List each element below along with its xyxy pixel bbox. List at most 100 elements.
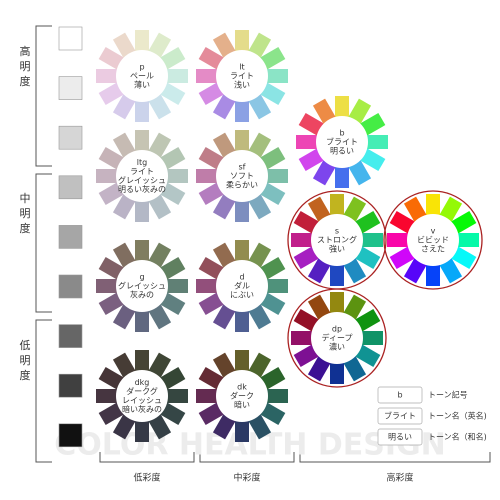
tone-symbol: dp: [332, 325, 342, 334]
hue-petal: [458, 233, 479, 247]
tone-name: グレイッシュ: [118, 175, 166, 185]
hue-petal: [330, 363, 344, 384]
hue-petal: [112, 94, 136, 120]
hue-petal: [98, 292, 124, 316]
tone-name: ブライト: [326, 137, 358, 147]
tone-name: グレイッシュ: [118, 281, 166, 291]
hue-petal: [343, 196, 367, 222]
hue-petal: [360, 112, 386, 136]
legend-description: トーン名（和名): [428, 432, 487, 442]
hue-petal: [260, 182, 286, 206]
hue-petal: [330, 292, 344, 313]
hue-petal: [307, 356, 331, 382]
gray-swatch: [58, 274, 83, 299]
hue-petal: [335, 167, 349, 188]
hue-petal: [196, 279, 217, 293]
chroma-label: 低彩度: [133, 472, 160, 484]
tone-name: ダーク: [230, 391, 254, 401]
tone-symbol: ltg: [137, 158, 147, 167]
legend-sample: ブライト: [384, 411, 416, 421]
hue-petal: [235, 350, 249, 371]
hue-petal: [298, 112, 324, 136]
hue-petal: [267, 69, 288, 83]
hue-petal: [167, 389, 188, 403]
wheel-center: [311, 214, 363, 266]
hue-petal: [98, 182, 124, 206]
hue-petal: [212, 94, 236, 120]
tone-name: ストロング: [317, 235, 357, 245]
hue-petal: [212, 352, 236, 378]
hue-petal: [160, 46, 186, 70]
hue-petal: [167, 169, 188, 183]
tone-symbol: dk: [237, 383, 247, 392]
hue-petal: [260, 292, 286, 316]
hue-petal: [235, 311, 249, 332]
tone-name: 明るい: [330, 147, 354, 156]
tone-name: 浅い: [234, 80, 250, 90]
hue-petal: [387, 233, 408, 247]
hue-petal: [148, 304, 172, 330]
hue-petal: [212, 132, 236, 158]
legend-sample: b: [397, 391, 402, 400]
tone-name: さえた: [421, 245, 445, 254]
hue-petal: [212, 414, 236, 440]
lightness-label: 中明度: [18, 192, 31, 237]
tone-name: 柔らかい: [226, 180, 258, 190]
hue-petal: [248, 352, 272, 378]
wheel-center: [316, 116, 368, 168]
legend-box: [377, 407, 423, 425]
legend-description: トーン記号: [428, 390, 468, 400]
hue-petal: [112, 194, 136, 220]
lightness-label: 低明度: [18, 339, 31, 384]
wheel-center: [116, 370, 168, 422]
hue-petal: [135, 421, 149, 442]
hue-petal: [355, 246, 381, 270]
hue-petal: [112, 414, 136, 440]
hue-petal: [307, 294, 331, 320]
hue-petal: [135, 240, 149, 261]
hue-petal: [198, 292, 224, 316]
hue-petal: [212, 242, 236, 268]
hue-petal: [198, 146, 224, 170]
tone-name: 暗い: [234, 400, 250, 410]
hue-petal: [248, 94, 272, 120]
hue-petal: [355, 308, 381, 332]
hue-petal: [260, 82, 286, 106]
hue-petal: [307, 258, 331, 284]
hue-petal: [312, 98, 336, 124]
hue-petal: [98, 256, 124, 280]
hue-petal: [98, 46, 124, 70]
wheel-center: [216, 50, 268, 102]
hue-petal: [98, 82, 124, 106]
hue-petal: [196, 69, 217, 83]
hue-petal: [343, 258, 367, 284]
tone-symbol: lt: [239, 63, 244, 72]
hue-petal: [235, 201, 249, 222]
hue-petal: [307, 196, 331, 222]
hue-petal: [160, 292, 186, 316]
hue-petal: [96, 169, 117, 183]
chroma-label: 高彩度: [386, 472, 413, 484]
tone-name: ビビッド: [417, 236, 449, 245]
hue-petal: [198, 402, 224, 426]
hue-petal: [389, 210, 415, 234]
hue-petal: [248, 32, 272, 58]
hue-petal: [248, 242, 272, 268]
hue-petal: [167, 279, 188, 293]
hue-petal: [360, 148, 386, 172]
hue-petal: [135, 130, 149, 151]
hue-petal: [335, 96, 349, 117]
hue-petal: [198, 46, 224, 70]
tone-symbol: dkg: [135, 378, 150, 387]
tone-name: ソフト: [230, 172, 254, 181]
gray-swatch: [58, 324, 83, 348]
legend-box: [377, 386, 423, 404]
hue-petal: [439, 258, 463, 284]
